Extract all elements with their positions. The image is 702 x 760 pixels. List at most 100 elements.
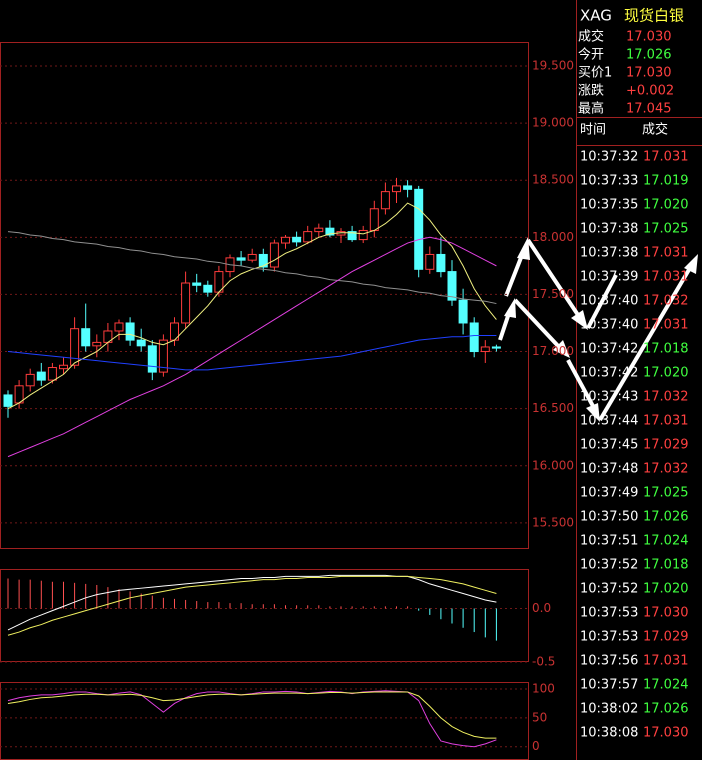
y-tick-label: 18.500: [532, 173, 574, 187]
candle-body: [480, 346, 490, 353]
candle-body: [203, 284, 213, 293]
ma-line: [7, 691, 497, 739]
trade-price: 17.031: [643, 150, 689, 165]
trade-price: 17.024: [643, 534, 689, 549]
candle-body: [247, 253, 257, 261]
trade-price: 17.032: [643, 294, 689, 309]
trade-price: 17.031: [643, 654, 689, 669]
trade-price: 17.018: [643, 558, 689, 573]
y-tick-label: -0.5: [532, 655, 555, 669]
candle-body: [114, 322, 124, 332]
trade-time: 10:37:50: [580, 510, 638, 525]
trade-time: 10:37:39: [580, 270, 638, 285]
y-tick-label: 17.500: [532, 287, 574, 301]
quote-label: 涨跌: [578, 83, 604, 99]
trade-time: 10:37:44: [580, 414, 638, 429]
header: 成交: [642, 122, 668, 138]
candle-body: [292, 236, 302, 243]
candle-body: [92, 341, 102, 347]
trade-time: 10:38:08: [580, 726, 638, 741]
ma-line: [7, 231, 497, 305]
trade-time: 10:37:40: [580, 294, 638, 309]
candle-body: [25, 373, 35, 387]
candle-body: [358, 229, 368, 241]
candle-body: [380, 191, 390, 210]
quote-label: 最高: [578, 101, 604, 117]
candle-body: [125, 322, 135, 341]
trade-time: 10:37:45: [580, 438, 638, 453]
trade-time: 10:37:33: [580, 174, 638, 189]
ma-line: [7, 574, 497, 631]
candle-body: [392, 185, 401, 193]
ma-line: [7, 575, 497, 636]
trade-time: 10:37:48: [580, 462, 638, 477]
header: 时间: [580, 123, 606, 138]
trade-time: 10:37:51: [580, 534, 638, 549]
trade-price: 17.019: [643, 174, 689, 189]
trade-price: 17.026: [643, 510, 689, 525]
candle-body: [147, 345, 157, 373]
candle-body: [314, 227, 324, 233]
candle-body: [425, 253, 435, 270]
quote-label: 今开: [578, 47, 604, 63]
candle-body: [458, 299, 468, 324]
trade-time: 10:37:49: [580, 486, 638, 501]
trade-price: 17.031: [643, 318, 689, 333]
trade-price: 17.024: [643, 678, 689, 693]
trade-price: 17.030: [643, 606, 689, 621]
quote-value: 17.030: [626, 30, 672, 45]
annotation-arrows: [498, 237, 698, 422]
main-frame: [0, 42, 529, 549]
ma-line: [7, 690, 497, 748]
candle-body: [491, 346, 501, 349]
candle-body: [281, 236, 290, 244]
candle-body: [181, 282, 191, 324]
trade-price: 17.026: [643, 702, 689, 717]
trade-price: 17.020: [643, 582, 689, 597]
trade-time: 10:38:02: [580, 702, 638, 717]
candle-body: [192, 282, 202, 286]
y-tick-label: 19.500: [532, 58, 574, 72]
candle-body: [47, 367, 57, 381]
y-tick-label: 19.000: [532, 116, 574, 130]
candle-body: [158, 339, 168, 373]
candle-body: [414, 188, 424, 270]
trade-time: 10:37:56: [580, 654, 638, 669]
candle-body: [325, 227, 335, 236]
y-tick-label: 0: [532, 739, 540, 753]
trade-price: 17.020: [643, 198, 689, 213]
y-tick-label: 18.000: [532, 230, 574, 244]
candle-body: [303, 231, 313, 243]
candle-body: [36, 371, 46, 381]
candle-body: [136, 339, 146, 347]
trade-price: 17.032: [643, 390, 689, 405]
trade-price: 17.025: [643, 222, 689, 237]
trade-time: 10:37:35: [580, 198, 638, 213]
trade-time: 10:37:43: [580, 390, 638, 405]
y-tick-label: 16.000: [532, 458, 574, 472]
y-tick-label: 15.500: [532, 515, 574, 529]
candle-body: [81, 328, 91, 347]
ma-line: [7, 335, 497, 371]
trade-time: 10:37:52: [580, 582, 638, 597]
trade-price: 17.031: [643, 246, 689, 261]
trade-time: 10:37:32: [580, 150, 638, 165]
trade-price: 17.029: [643, 438, 689, 453]
trade-time: 10:37:53: [580, 630, 638, 645]
candle-body: [469, 322, 479, 353]
trade-price: 17.031: [643, 414, 689, 429]
candle-body: [3, 394, 13, 407]
y-tick-label: 50: [532, 710, 547, 724]
trade-time: 10:37:42: [580, 366, 638, 381]
y-tick-label: 16.500: [532, 401, 574, 415]
trade-price: 17.031: [643, 270, 689, 285]
candle-body: [70, 328, 80, 366]
quote-label: 成交: [578, 29, 604, 45]
trade-price: 17.029: [643, 630, 689, 645]
quote-label: 买价1: [578, 66, 612, 81]
quote-value: 17.030: [626, 66, 672, 81]
trade-time: 10:37:40: [580, 318, 638, 333]
ma-line: [7, 202, 497, 410]
trade-time: 10:37:53: [580, 606, 638, 621]
